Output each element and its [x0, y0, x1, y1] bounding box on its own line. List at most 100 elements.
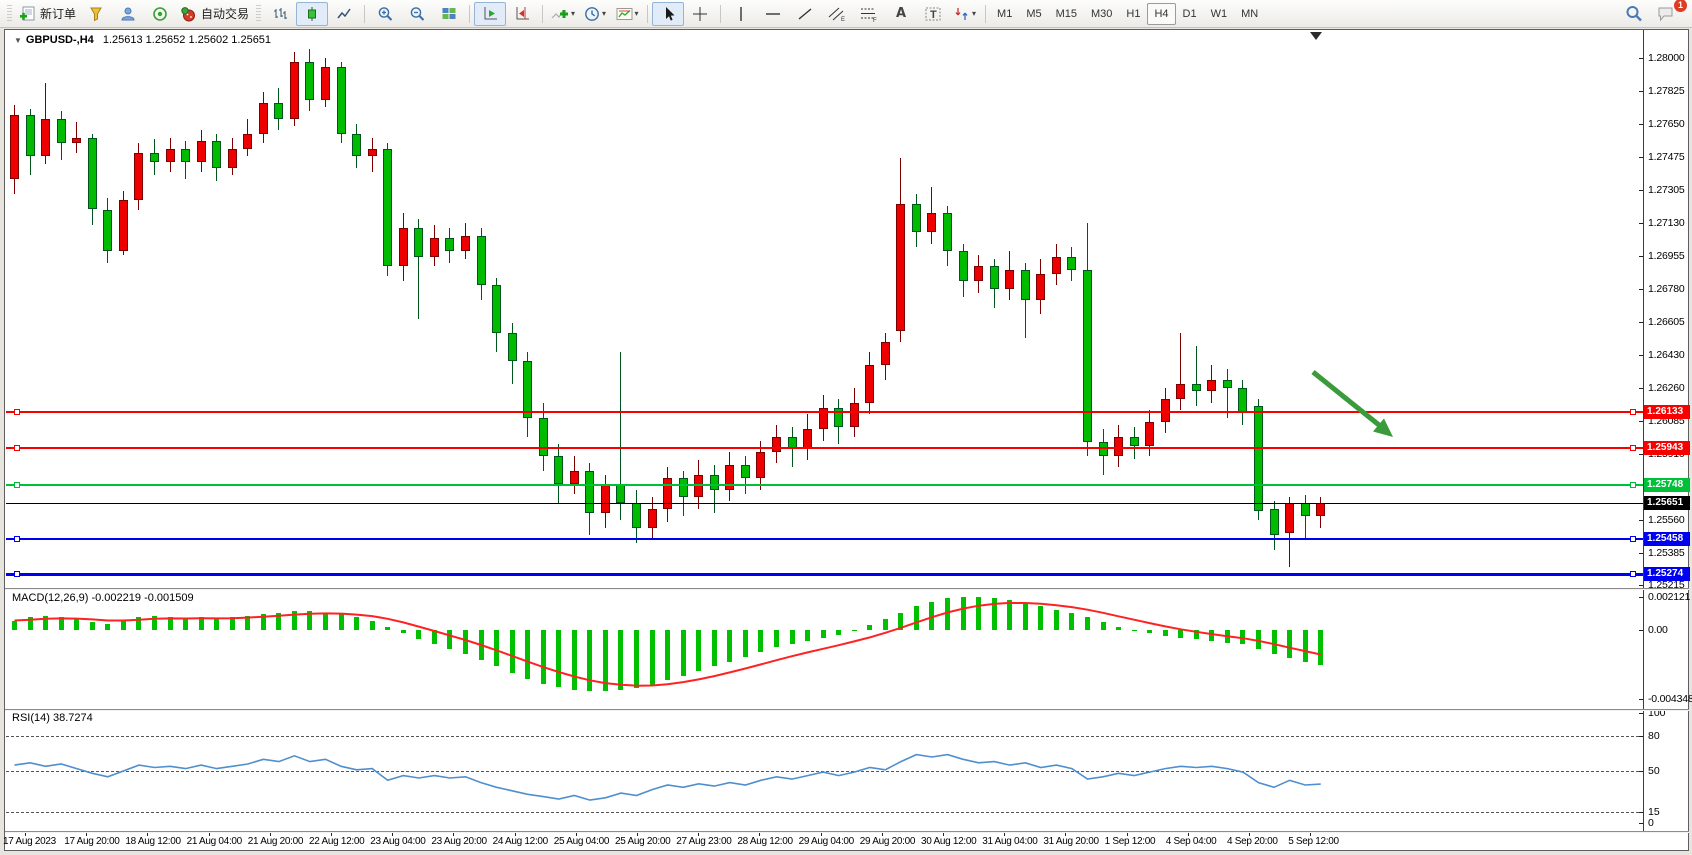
cursor-icon	[665, 6, 675, 21]
notifications-button[interactable]: 1	[1650, 0, 1687, 26]
timeframe-mn[interactable]: MN	[1241, 7, 1259, 20]
pane-separator-rsi[interactable]	[5, 709, 1689, 711]
chart-shift-button[interactable]	[506, 2, 538, 26]
annotation-arrow[interactable]	[1311, 370, 1393, 437]
vertical-line-tool-button[interactable]	[725, 2, 757, 26]
search-icon	[1626, 6, 1642, 22]
arrows-tool-button[interactable]: ▾	[949, 2, 981, 26]
template-icon	[616, 7, 633, 20]
toolbar-grip	[7, 4, 12, 23]
templates-button[interactable]: ▾	[611, 2, 643, 26]
periods-button[interactable]: ▾	[579, 2, 611, 26]
symbol-dropdown-icon[interactable]: ▼	[14, 36, 22, 45]
new-order-icon	[20, 6, 35, 20]
timeframe-toolbar: M1 M5 M15 M30 H1 H4 D1 W1 MN	[990, 2, 1265, 25]
pane-separator-timeaxis	[5, 831, 1689, 833]
toolbar-separator	[647, 4, 649, 23]
equidistant-channel-tool-button[interactable]: E	[821, 2, 853, 26]
timeframe-d1[interactable]: D1	[1182, 7, 1197, 20]
toolbar-separator	[542, 4, 544, 23]
indicators-icon	[551, 9, 569, 18]
macd-signal-line	[14, 601, 1321, 687]
autotrade-icon	[181, 6, 196, 21]
ohlc-values: 1.25613 1.25652 1.25602 1.25651	[102, 34, 272, 46]
text-tool-button[interactable]: A	[885, 2, 917, 26]
horizontal-line-icon	[766, 12, 781, 15]
auto-scroll-button[interactable]	[474, 1, 507, 26]
bar-chart-button[interactable]	[264, 2, 296, 26]
svg-text:F: F	[873, 18, 877, 22]
trendline-icon	[798, 7, 812, 20]
new-order-button[interactable]: 新订单	[15, 2, 80, 26]
toolbar-separator	[469, 4, 471, 23]
signal-icon	[153, 6, 167, 21]
auto-scroll-icon	[484, 6, 497, 19]
rsi-line	[14, 753, 1321, 801]
fibonacci-tool-button[interactable]: F	[853, 2, 885, 26]
rsi-indicator-label: RSI(14) 38.7274	[12, 712, 93, 724]
text-label-tool-button[interactable]: T	[917, 2, 949, 26]
timeframe-h1[interactable]: H1	[1126, 7, 1141, 20]
zoom-in-icon	[378, 6, 392, 21]
macd-indicator-label: MACD(12,26,9) -0.002219 -0.001509	[12, 592, 194, 604]
search-button[interactable]	[1618, 2, 1650, 26]
vertical-line-icon	[740, 6, 742, 21]
timeframe-w1[interactable]: W1	[1210, 7, 1228, 20]
tile-windows-button[interactable]	[433, 2, 465, 26]
toolbar-separator	[985, 4, 987, 23]
crosshair-tool-button[interactable]	[684, 2, 716, 26]
clock-icon	[585, 6, 599, 21]
arrows-icon	[955, 7, 968, 20]
funnel-icon	[90, 7, 102, 21]
chart-shift-marker-icon[interactable]	[1310, 32, 1322, 40]
candlestick-icon	[308, 6, 317, 21]
indicators-button[interactable]: ▾	[547, 2, 579, 26]
tile-windows-icon	[442, 7, 456, 19]
fibonacci-icon: F	[861, 8, 877, 22]
community-button[interactable]	[112, 2, 144, 26]
autotrade-button[interactable]: 自动交易	[176, 2, 253, 26]
zoom-in-button[interactable]	[369, 2, 401, 26]
notification-badge: 1	[1674, 0, 1687, 12]
metaeditor-button[interactable]	[80, 2, 112, 26]
dropdown-caret-icon: ▾	[972, 9, 977, 18]
trendline-tool-button[interactable]	[789, 2, 821, 26]
dropdown-caret-icon: ▾	[602, 9, 607, 18]
horizontal-line-tool-button[interactable]	[757, 2, 789, 26]
timeframe-m15[interactable]: M15	[1055, 7, 1078, 20]
toolbar-separator	[364, 4, 366, 23]
candlestick-chart-button[interactable]	[296, 1, 329, 26]
new-order-label: 新订单	[40, 7, 77, 21]
toolbar-separator	[720, 4, 722, 23]
text-A-icon: A	[896, 6, 907, 21]
channel-icon: E	[828, 7, 845, 22]
signals-button[interactable]	[144, 2, 176, 26]
line-chart-icon	[337, 8, 351, 18]
chart-title: ▼ GBPUSD-,H4 1.25613 1.25652 1.25602 1.25…	[14, 34, 271, 46]
symbol-label: GBPUSD-,H4	[25, 34, 94, 46]
text-label-icon: T	[925, 7, 941, 21]
chart-shift-icon	[516, 6, 529, 19]
svg-text:T: T	[930, 9, 937, 21]
toolbar: 新订单 自动交易	[0, 0, 1692, 28]
price-axis-line	[1643, 30, 1644, 832]
timeframe-m5[interactable]: M5	[1026, 7, 1042, 20]
timeframe-m30[interactable]: M30	[1091, 7, 1113, 20]
crosshair-icon	[693, 6, 708, 21]
line-chart-button[interactable]	[328, 2, 360, 26]
dropdown-caret-icon: ▾	[571, 9, 576, 18]
person-icon	[121, 7, 135, 20]
bar-chart-icon	[274, 7, 288, 19]
pane-separator-macd[interactable]	[5, 588, 1689, 590]
chart-window	[4, 29, 1689, 851]
toolbar-grip	[256, 4, 262, 23]
timeframe-m1[interactable]: M1	[997, 7, 1013, 20]
cursor-tool-button[interactable]	[652, 1, 685, 26]
svg-text:E: E	[841, 17, 845, 22]
zoom-out-icon	[410, 6, 424, 21]
timeframe-h4[interactable]: H4	[1147, 2, 1176, 25]
autotrade-label: 自动交易	[201, 7, 250, 21]
zoom-out-button[interactable]	[401, 2, 433, 26]
